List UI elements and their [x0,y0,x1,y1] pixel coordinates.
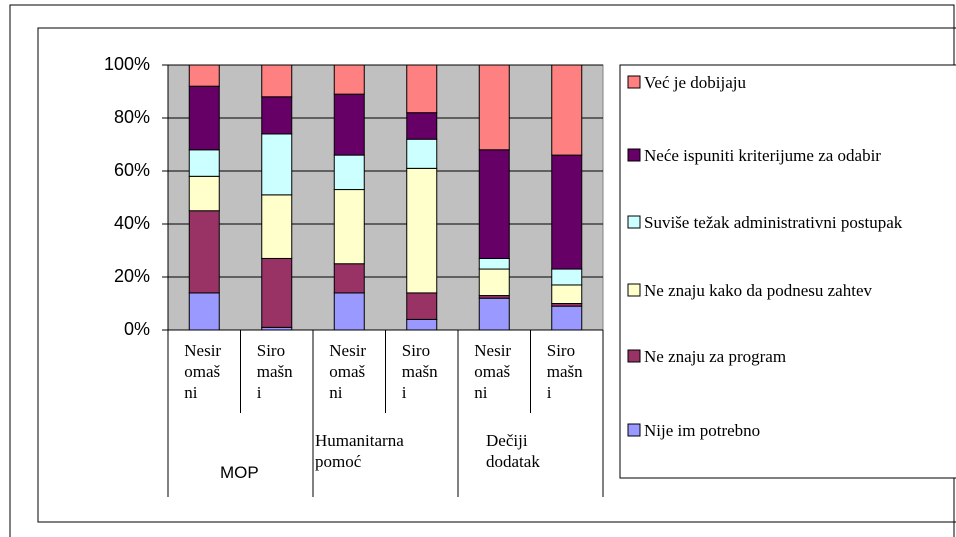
bar-segment [478,257,510,270]
bar-segment [551,154,583,270]
bar-segment [261,96,293,135]
legend-label: Ne znaju za program [644,347,787,366]
bar-segment [261,194,293,259]
bar-segment [406,64,438,114]
legend-swatch [627,148,641,162]
bar-segment [551,64,583,156]
y-tick-label: 60% [114,160,150,180]
x-tick-label: Nesiromašni [184,341,222,402]
legend-swatch [627,349,641,363]
bar-segment [333,292,365,331]
chart-frame [37,27,956,523]
legend-swatch [627,423,641,437]
group-label: Dečiji dodatak [486,431,540,471]
bar-segment [551,268,583,286]
bar-segment [406,138,438,169]
bar-segment [406,167,438,294]
legend-label: Ne znaju kako da podnesu zahtev [644,281,872,300]
group-label: Humanitarna pomoć [315,431,404,471]
bar-segment [188,175,220,212]
y-tick-label: 0% [124,319,150,339]
x-tick-label: Siromašni [401,341,438,402]
bar-segment [478,149,510,259]
legend-label: Već je dobijaju [644,73,746,92]
bar-segment [406,112,438,140]
x-tick-label: Nesiromašni [474,341,512,402]
bar-segment [188,85,220,151]
bar-segment [188,64,220,87]
bar-segment [261,64,293,98]
bar-segment [188,210,220,294]
bar-segment [188,149,220,177]
bar-segment [333,263,365,294]
bar-segment [478,268,510,297]
bar-segment [188,292,220,331]
bar-segment [406,292,438,320]
legend-label: Neće ispuniti kriterijume za odabir [644,146,881,165]
x-tick-label: Nesiromašni [329,341,367,402]
bar-segment [333,154,365,191]
legend-label: Suviše težak administrativni postupak [644,213,903,232]
y-tick-label: 40% [114,213,150,233]
bar-segment [478,64,510,151]
group-label: MOP [220,463,259,482]
y-tick-label: 20% [114,266,150,286]
bar-segment [261,257,293,328]
bar-segment [406,318,438,331]
bar-segment [333,93,365,156]
bar-segment [478,297,510,331]
bar-segment [333,64,365,95]
y-tick-label: 80% [114,107,150,127]
legend-swatch [627,283,641,297]
y-tick-label: 100% [104,54,150,74]
plot-area [167,64,604,331]
legend-label: Nije im potrebno [644,421,761,440]
bar-segment [261,133,293,196]
legend-swatch [627,215,641,229]
x-tick-label: Siromašni [546,341,583,402]
x-tick-label: Siromašni [256,341,293,402]
bar-segment [551,284,583,305]
bar-segment [551,305,583,331]
legend-box [619,64,956,479]
legend-swatch [627,75,641,89]
bar-segment [333,189,365,265]
